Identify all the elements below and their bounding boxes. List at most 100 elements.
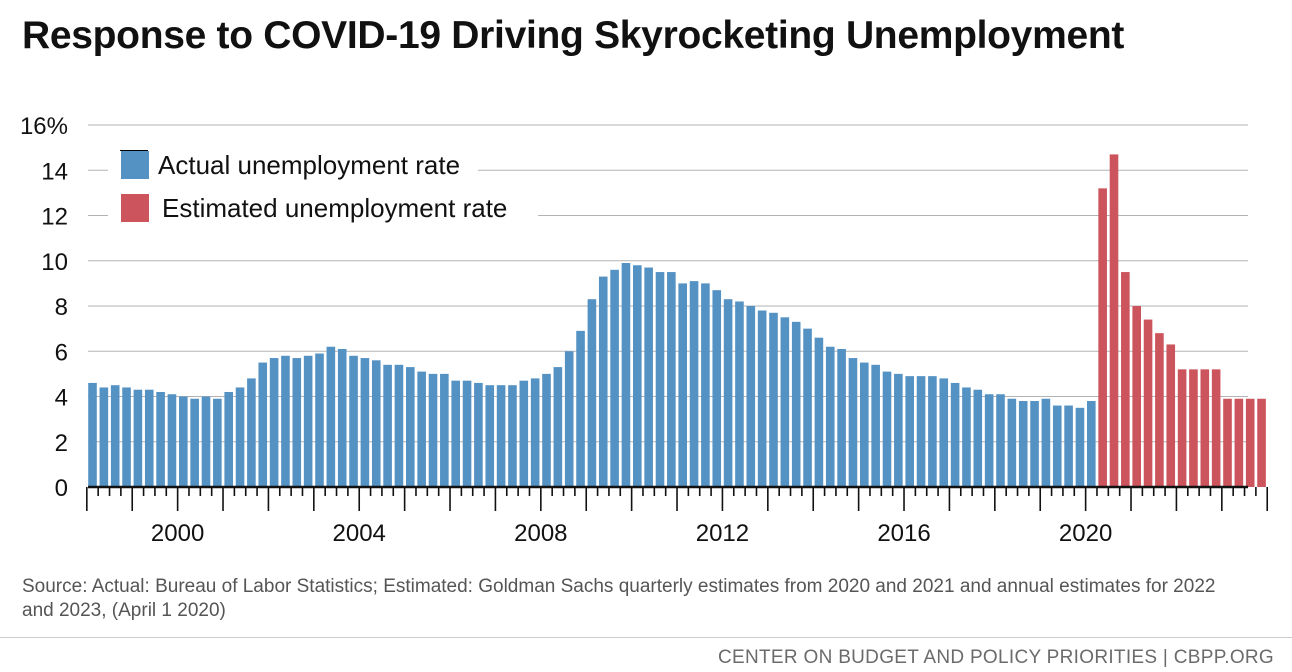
x-tick-label: 2020 xyxy=(1059,520,1112,547)
y-tick-label: 12 xyxy=(41,204,68,231)
x-axis-labels: 2000 2004 2008 2012 2016 2020 xyxy=(151,520,1112,547)
bar-estimated xyxy=(1234,398,1244,487)
bar-actual xyxy=(576,330,585,487)
bar-actual xyxy=(962,387,971,487)
bar-actual xyxy=(360,358,370,487)
x-tick-label: 2004 xyxy=(333,520,386,547)
bar-actual xyxy=(496,385,506,487)
bar-estimated xyxy=(1143,319,1153,487)
bar-actual xyxy=(712,290,722,487)
bar-actual xyxy=(542,373,551,488)
bar-actual xyxy=(633,265,642,487)
y-tick-label: 4 xyxy=(55,385,68,412)
footer-credit: CENTER ON BUDGET AND POLICY PRIORITIES |… xyxy=(718,647,1274,668)
y-tick-label: 14 xyxy=(41,158,68,185)
bar-actual xyxy=(508,385,517,487)
legend-label-estimated: Estimated unemployment rate xyxy=(162,193,507,223)
bar-estimated xyxy=(1098,188,1107,487)
bar-actual xyxy=(315,353,324,487)
bar-actual xyxy=(803,328,812,488)
x-tick-label: 2000 xyxy=(151,520,204,547)
y-tick-label: 2 xyxy=(55,430,68,457)
bar-actual xyxy=(371,360,381,487)
bar-estimated xyxy=(1189,369,1198,487)
bar-actual xyxy=(735,301,744,487)
bar-actual xyxy=(587,299,597,487)
bar-actual xyxy=(110,385,120,487)
bars xyxy=(88,154,1266,488)
bar-actual xyxy=(440,373,449,488)
bar-estimated xyxy=(1155,333,1164,487)
bar-actual xyxy=(860,362,869,487)
bar-actual xyxy=(996,394,1005,487)
bar-actual xyxy=(303,355,313,487)
bar-actual xyxy=(678,283,687,488)
bar-actual xyxy=(621,263,631,487)
chart-title: Response to COVID-19 Driving Skyrocketin… xyxy=(22,14,1125,57)
legend: Actual unemployment rate Estimated unemp… xyxy=(108,150,538,224)
bar-actual xyxy=(156,391,165,487)
footer-divider xyxy=(0,637,1292,638)
legend-bg-actual xyxy=(108,151,478,181)
bar-actual xyxy=(655,272,665,487)
bar-actual xyxy=(644,267,653,487)
y-tick-label: 8 xyxy=(55,294,68,321)
bar-actual xyxy=(235,387,245,487)
bar-actual xyxy=(598,276,608,487)
bar-actual xyxy=(201,396,211,487)
bar-actual xyxy=(882,371,892,487)
bar-actual xyxy=(247,378,256,487)
bar-actual xyxy=(610,269,619,487)
bar-actual xyxy=(224,391,233,487)
y-tick-label: 6 xyxy=(55,339,68,366)
bar-actual xyxy=(144,389,154,487)
bar-actual xyxy=(519,380,529,487)
x-axis xyxy=(86,485,1269,511)
bar-estimated xyxy=(1121,272,1130,487)
bar-actual xyxy=(894,373,903,488)
bar-actual xyxy=(848,358,858,487)
bar-actual xyxy=(905,376,914,487)
bar-actual xyxy=(417,371,426,487)
bar-actual xyxy=(689,281,699,487)
bar-actual xyxy=(326,346,336,487)
bar-actual xyxy=(746,306,756,487)
bar-actual xyxy=(213,398,222,487)
bar-actual xyxy=(451,380,460,487)
bar-actual xyxy=(973,389,983,487)
bar-actual xyxy=(1018,401,1028,487)
x-tick-label: 2012 xyxy=(696,520,749,547)
bar-actual xyxy=(916,376,926,487)
bar-actual xyxy=(258,362,268,487)
bar-actual xyxy=(474,382,483,487)
bar-actual xyxy=(791,321,801,487)
bar-actual xyxy=(939,378,949,487)
bar-actual xyxy=(337,348,347,487)
legend-swatch-estimated-color xyxy=(121,194,149,222)
bar-actual xyxy=(1064,405,1073,487)
bar-actual xyxy=(122,387,131,487)
bar-actual xyxy=(769,312,778,487)
bar-actual xyxy=(406,367,415,487)
bar-actual xyxy=(383,364,392,487)
y-tick-label: 16% xyxy=(20,113,68,140)
bar-actual xyxy=(190,398,199,487)
bar-actual xyxy=(462,380,472,487)
y-tick-label: 10 xyxy=(41,249,68,276)
source-note: Source: Actual: Bureau of Labor Statisti… xyxy=(22,576,1216,621)
bar-actual xyxy=(1030,401,1039,487)
bar-estimated xyxy=(1257,398,1266,487)
bar-actual xyxy=(837,348,846,487)
bar-estimated xyxy=(1200,369,1210,487)
x-tick-label: 2016 xyxy=(877,520,930,547)
bar-actual xyxy=(871,364,880,487)
bar-actual xyxy=(167,394,177,487)
bar-actual xyxy=(394,364,404,487)
bar-estimated xyxy=(1211,369,1221,487)
bar-estimated xyxy=(1132,306,1141,487)
bar-actual xyxy=(1007,398,1017,487)
bar-estimated xyxy=(1223,398,1232,487)
bar-actual xyxy=(667,272,676,487)
bar-actual xyxy=(564,351,574,487)
